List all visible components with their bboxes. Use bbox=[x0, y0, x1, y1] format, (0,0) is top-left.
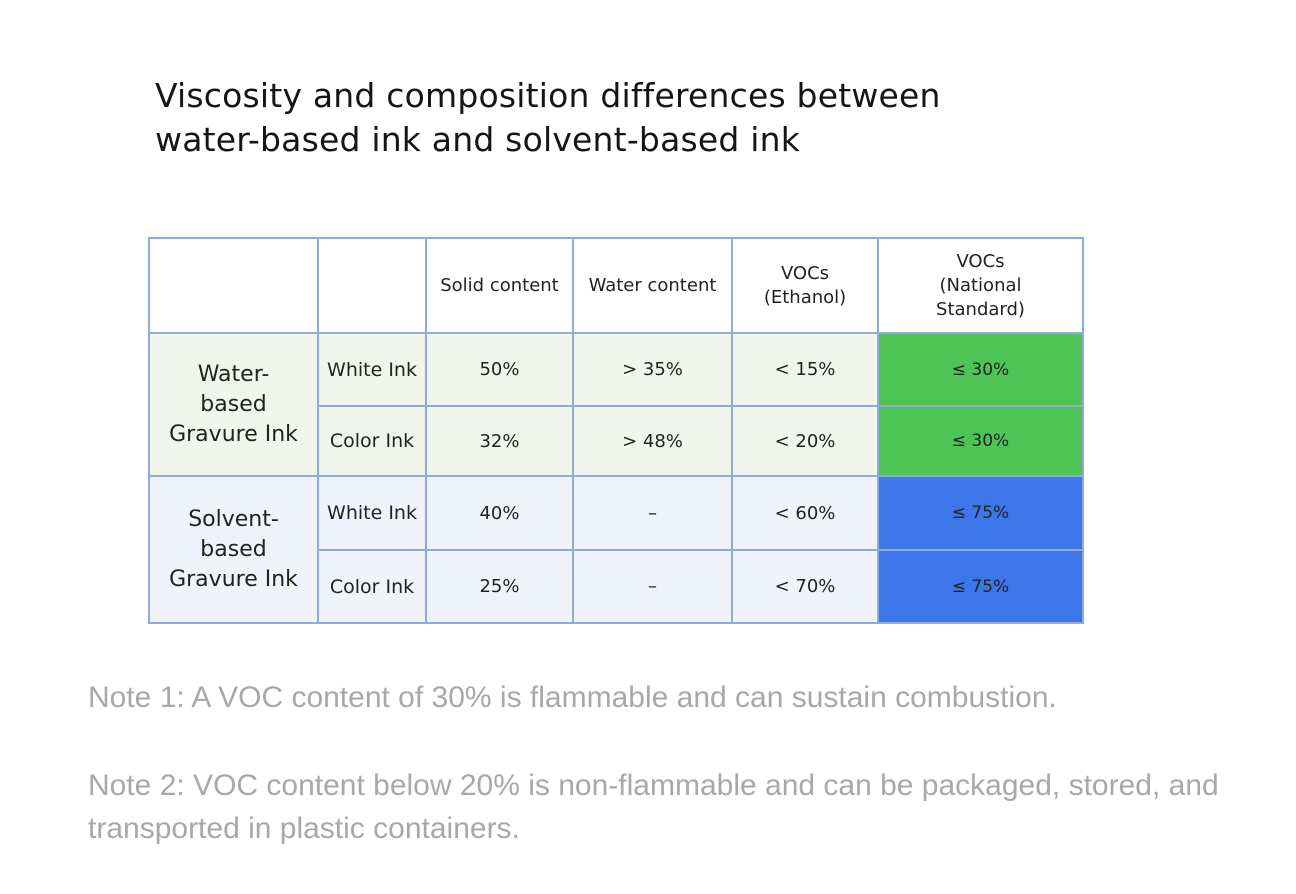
header-cell-solid-content: Solid content bbox=[425, 237, 574, 334]
voc-ethanol-cell: < 70% bbox=[731, 549, 879, 624]
voc-national-cell: ≤ 75% bbox=[877, 549, 1084, 624]
voc-ethanol-cell: < 20% bbox=[731, 405, 879, 477]
water-content-cell: – bbox=[572, 549, 733, 624]
header-cell-vocs-ethanol: VOCs (Ethanol) bbox=[731, 237, 879, 334]
voc-national-cell: ≤ 75% bbox=[877, 475, 1084, 551]
voc-ethanol-cell: < 60% bbox=[731, 475, 879, 551]
ink-type-cell: Color Ink bbox=[317, 405, 427, 477]
solid-content-cell: 50% bbox=[425, 332, 574, 407]
group-label-water-based: Water- based Gravure Ink bbox=[148, 332, 319, 477]
ink-type-cell: Color Ink bbox=[317, 549, 427, 624]
ink-type-cell: White Ink bbox=[317, 332, 427, 407]
table-header-row: Solid content Water content VOCs (Ethano… bbox=[148, 237, 1084, 334]
solid-content-cell: 25% bbox=[425, 549, 574, 624]
table-row: Color Ink 32% > 48% < 20% ≤ 30% bbox=[149, 405, 1084, 477]
table-row: Water- based Gravure Ink White Ink 50% >… bbox=[148, 332, 1084, 477]
table-row: Color Ink 25% – < 70% ≤ 75% bbox=[149, 549, 1084, 624]
water-content-cell: > 35% bbox=[572, 332, 733, 407]
header-cell-water-content: Water content bbox=[572, 237, 733, 334]
header-cell-empty-1 bbox=[148, 237, 319, 334]
water-content-cell: > 48% bbox=[572, 405, 733, 477]
solid-content-cell: 32% bbox=[425, 405, 574, 477]
solid-content-cell: 40% bbox=[425, 475, 574, 551]
note-1: Note 1: A VOC content of 30% is flammabl… bbox=[88, 681, 1057, 714]
page-title: Viscosity and composition differences be… bbox=[155, 76, 941, 159]
voc-national-cell: ≤ 30% bbox=[877, 405, 1084, 477]
voc-national-cell: ≤ 30% bbox=[877, 332, 1084, 407]
header-cell-empty-2 bbox=[317, 237, 427, 334]
voc-ethanol-cell: < 15% bbox=[731, 332, 879, 407]
table-row: Solvent- based Gravure Ink White Ink 40%… bbox=[148, 475, 1084, 624]
ink-comparison-table: Solid content Water content VOCs (Ethano… bbox=[148, 237, 1084, 624]
note-2: Note 2: VOC content below 20% is non-fla… bbox=[88, 769, 1219, 845]
water-content-cell: – bbox=[572, 475, 733, 551]
ink-type-cell: White Ink bbox=[317, 475, 427, 551]
header-cell-vocs-national: VOCs (National Standard) bbox=[877, 237, 1084, 334]
group-label-solvent-based: Solvent- based Gravure Ink bbox=[148, 475, 319, 624]
